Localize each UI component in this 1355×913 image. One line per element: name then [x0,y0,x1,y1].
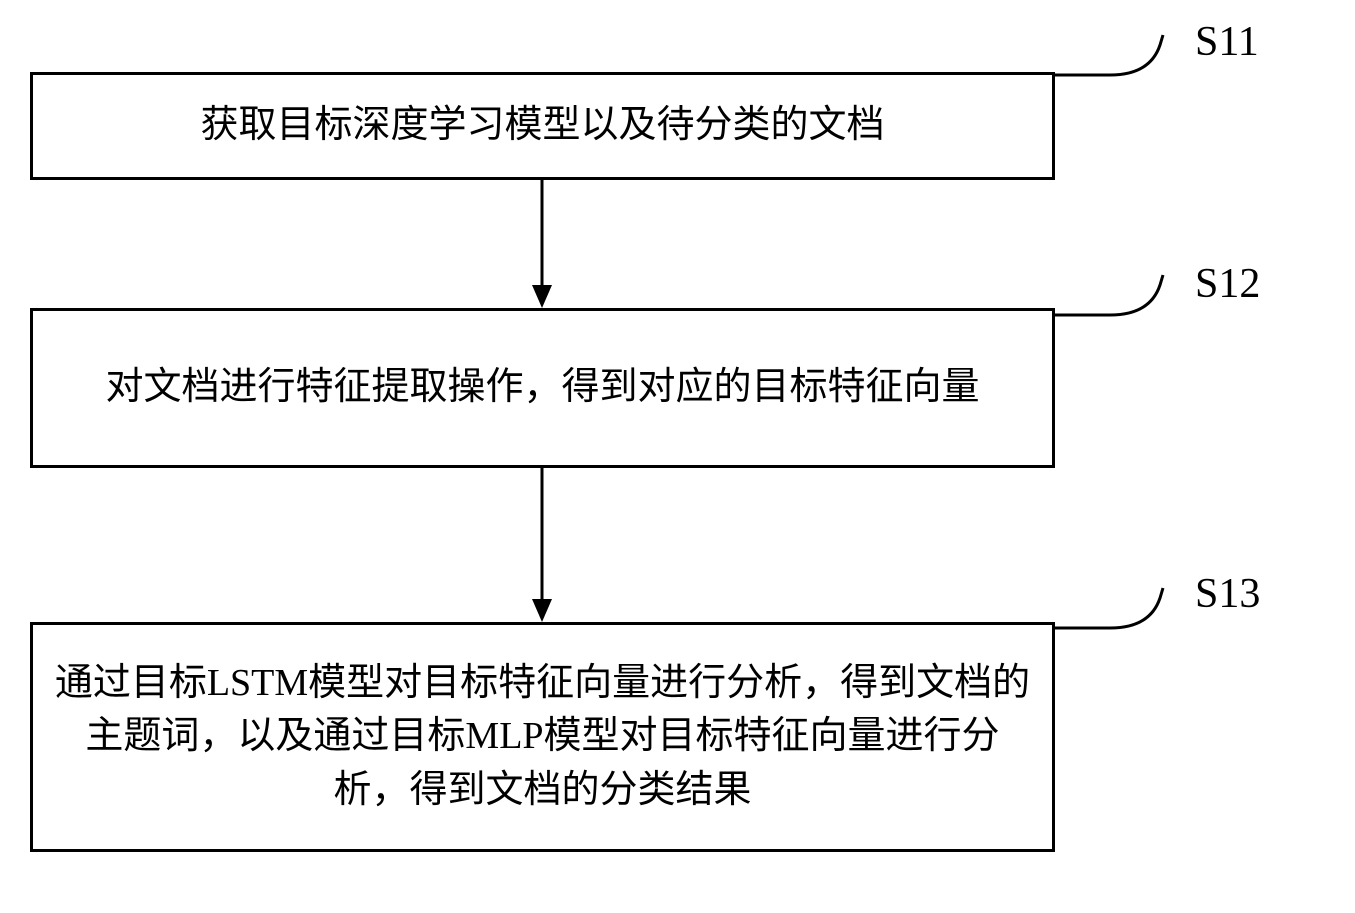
box-text-s11: 获取目标深度学习模型以及待分类的文档 [200,99,884,152]
step-label-s11: S11 [1195,18,1259,66]
flowchart-box-s11: 获取目标深度学习模型以及待分类的文档 [30,72,1055,180]
connector-curve-s12 [1055,272,1200,372]
box-text-s13: 通过目标LSTM模型对目标特征向量进行分析，得到文档的主题词，以及通过目标MLP… [53,657,1032,817]
connector-curve-s11 [1055,30,1200,130]
step-label-s13: S13 [1195,570,1260,618]
flowchart-box-s13: 通过目标LSTM模型对目标特征向量进行分析，得到文档的主题词，以及通过目标MLP… [30,622,1055,852]
arrow-s11-s12 [527,180,557,308]
flowchart-box-s12: 对文档进行特征提取操作，得到对应的目标特征向量 [30,308,1055,468]
flowchart-container: 获取目标深度学习模型以及待分类的文档 S11 对文档进行特征提取操作，得到对应的… [0,0,1355,913]
arrow-s12-s13 [527,468,557,622]
box-text-s12: 对文档进行特征提取操作，得到对应的目标特征向量 [105,361,979,414]
step-label-s12: S12 [1195,260,1260,308]
connector-curve-s13 [1055,582,1200,682]
